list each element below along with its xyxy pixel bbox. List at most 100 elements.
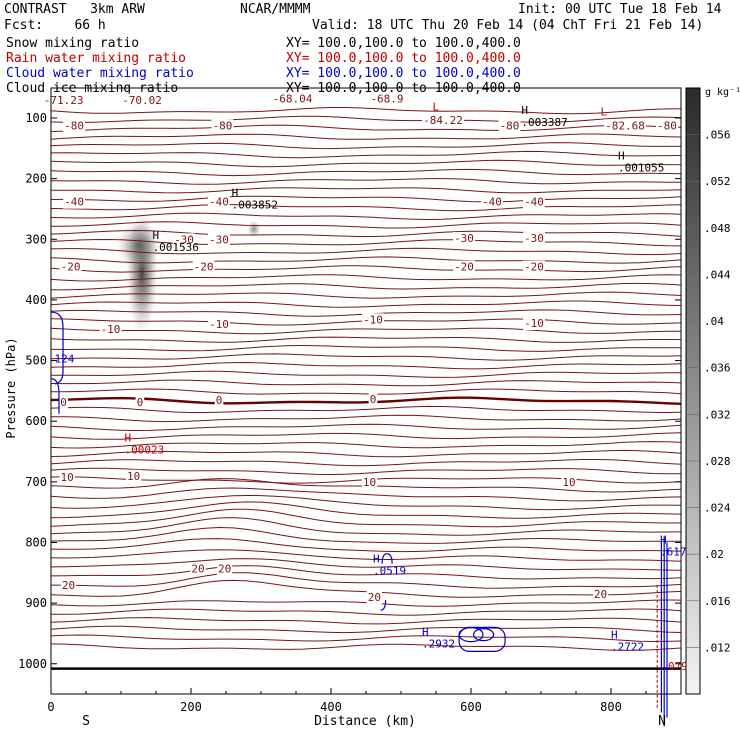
y-tick-label: 600 (25, 414, 47, 428)
field-xy-snow: XY= 100.0,100.0 to 100.0,400.0 (286, 36, 521, 51)
org-label: NCAR/MMMM (240, 2, 311, 17)
colorbar-gradient (685, 87, 701, 695)
min-marker: L (601, 106, 608, 119)
isotherm-label: 0 (137, 396, 144, 409)
isotherm-label-bg (42, 93, 85, 107)
cloud-water-contour-box (458, 626, 506, 652)
isotherm-label: -20 (524, 261, 544, 274)
max-marker: H (422, 626, 429, 639)
extrema-markers: H.003852H.001536H.003387H.001055H.00023H… (55, 101, 688, 673)
isotherm-label: 0 (60, 396, 67, 409)
colorbar-tick-label: .028 (704, 455, 731, 468)
isotherm-line (50, 168, 682, 177)
isotherm-line (50, 549, 682, 562)
isotherm-label-bg (523, 195, 545, 209)
isotherm-label: -80 (657, 119, 677, 132)
isotherm-label-bg (523, 232, 545, 246)
isotherm-label-bg (498, 119, 521, 133)
isotherm-line (51, 572, 682, 589)
isotherm-line (50, 178, 681, 185)
isotherm-line (50, 370, 682, 378)
cloud-water-contour-mid (380, 553, 393, 611)
isotherm-label-bg (481, 195, 503, 209)
isotherm-line (50, 432, 682, 440)
isotherm-label: -40 (524, 196, 544, 209)
isotherm-line (50, 634, 682, 643)
isotherm-line (50, 195, 682, 203)
isotherm-label-bg (214, 393, 224, 407)
colorbar-tick-label: .036 (704, 362, 731, 375)
y-tick-label: 300 (25, 232, 47, 246)
isotherm-label-bg (561, 475, 577, 489)
isotherm-label: 0 (216, 394, 223, 407)
field-name-snow: Snow mixing ratio (6, 36, 140, 51)
isotherm-label: -30 (209, 233, 229, 246)
isotherm-line (50, 291, 682, 299)
isotherm-line (50, 142, 682, 150)
isotherm-line (50, 107, 682, 115)
isotherm-line (50, 579, 682, 598)
cloud-water-contours (50, 311, 668, 727)
isotherm-label: -30 (524, 232, 544, 245)
isotherm-label-bg (208, 318, 230, 332)
isotherm-label: 20 (62, 579, 75, 592)
isotherm-label-bg (361, 475, 378, 489)
y-tick-label: 1000 (18, 657, 47, 671)
isotherm-label: 20 (191, 563, 204, 576)
y-tick-label: 500 (25, 354, 47, 368)
isotherm-label: -84.22 (423, 114, 463, 127)
max-marker: H (521, 104, 528, 117)
max-marker: H (618, 149, 625, 162)
model-title: CONTRAST 3km ARW (4, 2, 145, 17)
isotherm-line (50, 487, 682, 502)
isotherm-line (50, 565, 682, 580)
extremum-value: .079 (661, 660, 688, 673)
isotherm-line (50, 336, 682, 343)
field-name-rain: Rain water mixing ratio (6, 51, 187, 66)
isotherm-line (50, 256, 682, 264)
isotherm-line (50, 229, 682, 237)
isotherm-label-bg (135, 395, 145, 409)
colorbar-tick-label: .02 (704, 548, 724, 561)
isotherm-line (50, 379, 682, 387)
isotherm-line (50, 150, 682, 159)
colorbar-tick-label: .056 (704, 129, 731, 142)
isotherm-label-bg (121, 93, 163, 107)
isotherm-label-bg (173, 233, 195, 247)
isotherm-line (50, 265, 682, 273)
isotherm-line (50, 344, 681, 352)
field-name-cloud-water: Cloud water mixing ratio (6, 66, 194, 81)
isotherm-label: -82.68 (605, 119, 645, 132)
isotherm-label: 0 (370, 393, 377, 406)
isotherm-label-bg (99, 323, 122, 337)
colorbar-tick-label: .04 (704, 315, 724, 328)
isotherm-label-bg (362, 313, 384, 327)
x-tick-label: 0 (47, 700, 54, 714)
isotherm-line (51, 414, 682, 423)
isotherm-label: 10 (363, 476, 376, 489)
isotherm-label: 10 (562, 476, 575, 489)
isotherm-line (50, 204, 682, 212)
isotherm-label: -80 (64, 119, 84, 132)
x-axis-label: Distance (km) (314, 714, 416, 729)
isotherm-label-bg (523, 316, 545, 330)
extremum-value: .2932 (422, 638, 455, 651)
isotherm-line (50, 494, 682, 511)
isotherm-label-bg (60, 578, 77, 592)
colorbar-tick-label: .048 (704, 222, 731, 235)
y-tick-label: 100 (25, 111, 47, 125)
y-tick-label: 200 (25, 172, 47, 186)
max-marker: H (125, 431, 132, 444)
isotherm-label: -40 (209, 196, 229, 209)
isotherm-line (50, 327, 682, 335)
isotherm-label: -20 (454, 261, 474, 274)
valid-time: Valid: 18 UTC Thu 20 Feb 14 (04 ChT Fri … (312, 18, 704, 33)
isotherm-label-bg (59, 260, 82, 274)
snow-mixing-ratio-shading (116, 210, 261, 335)
isotherm-line (50, 282, 682, 291)
isotherm-line (50, 396, 682, 405)
isotherm-line (50, 353, 682, 361)
isotherm-label: -80 (213, 119, 233, 132)
isotherm-line (50, 501, 682, 519)
